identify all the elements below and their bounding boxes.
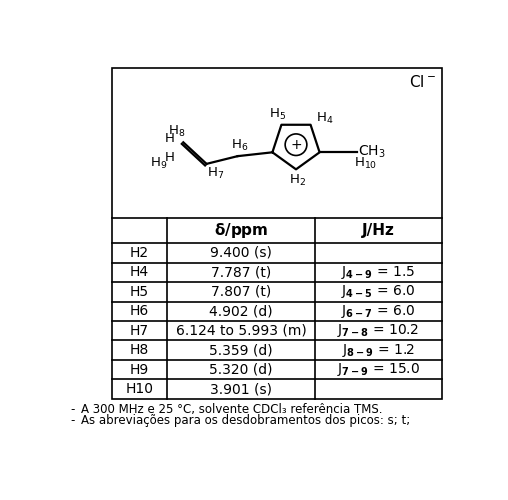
Text: 5.359 (d): 5.359 (d)	[209, 343, 273, 357]
Text: J$_{\mathbf{4-5}}$ = 6.0: J$_{\mathbf{4-5}}$ = 6.0	[341, 284, 415, 300]
Text: 4.902 (d): 4.902 (d)	[209, 304, 273, 318]
Text: J$_{\mathbf{4-9}}$ = 1.5: J$_{\mathbf{4-9}}$ = 1.5	[341, 264, 415, 281]
Text: H4: H4	[130, 266, 149, 280]
Text: -: -	[71, 402, 79, 415]
Text: H6: H6	[130, 304, 149, 318]
Text: 6.124 to 5.993 (m): 6.124 to 5.993 (m)	[176, 324, 306, 338]
Text: 5.320 (d): 5.320 (d)	[209, 362, 273, 376]
Text: H$_{2}$: H$_{2}$	[289, 172, 306, 188]
Text: -: -	[71, 414, 79, 427]
Text: H9: H9	[130, 362, 149, 376]
Text: CH$_3$: CH$_3$	[358, 144, 386, 160]
Text: H: H	[165, 151, 174, 164]
Text: Cl$^-$: Cl$^-$	[409, 74, 436, 90]
Text: 7.807 (t): 7.807 (t)	[211, 285, 271, 299]
Text: H: H	[165, 132, 174, 145]
Text: H$_{8}$: H$_{8}$	[169, 124, 186, 139]
Text: J$_{\mathbf{6-7}}$ = 6.0: J$_{\mathbf{6-7}}$ = 6.0	[341, 303, 415, 320]
Text: H10: H10	[125, 382, 153, 396]
Text: As abreviações para os desdobramentos dos picos: s; t;: As abreviações para os desdobramentos do…	[81, 414, 410, 427]
Text: H$_{7}$: H$_{7}$	[207, 166, 225, 182]
Text: 3.901 (s): 3.901 (s)	[210, 382, 272, 396]
Text: $\mathbf{\delta}$/ppm: $\mathbf{\delta}$/ppm	[214, 221, 268, 240]
Text: A 300 MHz e 25 °C, solvente CDCl₃ referência TMS.: A 300 MHz e 25 °C, solvente CDCl₃ referê…	[81, 402, 382, 415]
Text: +: +	[290, 138, 302, 151]
Text: H$_{10}$: H$_{10}$	[355, 156, 378, 172]
Text: H2: H2	[130, 246, 149, 260]
Text: H5: H5	[130, 285, 149, 299]
Bar	[112, 68, 441, 399]
Text: J/Hz: J/Hz	[362, 223, 395, 238]
Text: J$_{\mathbf{7-8}}$ = 10.2: J$_{\mathbf{7-8}}$ = 10.2	[337, 322, 419, 340]
Text: H$_{4}$: H$_{4}$	[316, 111, 333, 126]
Text: J$_{\mathbf{7-9}}$ = 15.0: J$_{\mathbf{7-9}}$ = 15.0	[337, 361, 420, 378]
Text: 9.400 (s): 9.400 (s)	[210, 246, 272, 260]
Text: 7.787 (t): 7.787 (t)	[211, 266, 271, 280]
Text: H$_{9}$: H$_{9}$	[150, 156, 167, 172]
Text: H$_{5}$: H$_{5}$	[269, 106, 286, 122]
Text: H7: H7	[130, 324, 149, 338]
Text: J$_{\mathbf{8-9}}$ = 1.2: J$_{\mathbf{8-9}}$ = 1.2	[341, 342, 415, 358]
Text: H8: H8	[130, 343, 149, 357]
Text: H$_{6}$: H$_{6}$	[231, 138, 248, 153]
